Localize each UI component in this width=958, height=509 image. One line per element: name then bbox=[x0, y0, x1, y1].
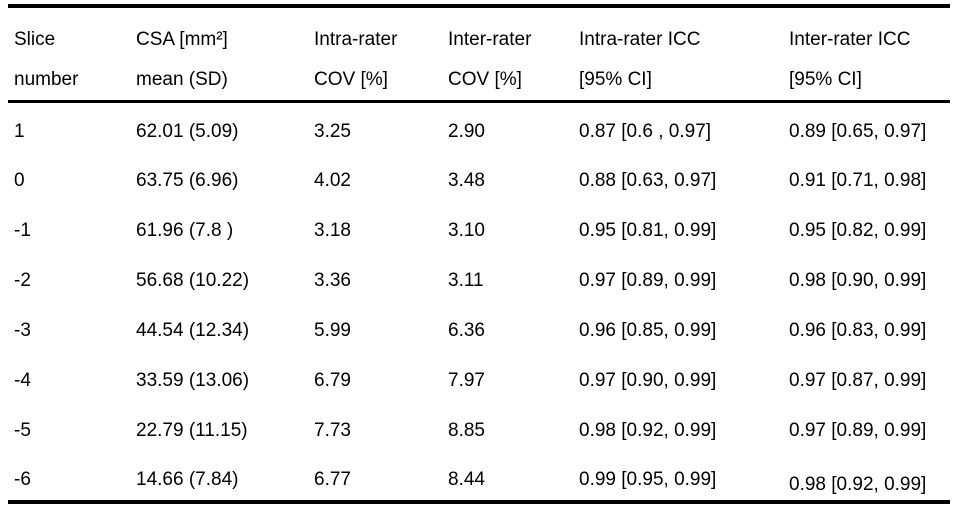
column-header-inter-rater-icc: Inter-rater ICC [95% CI] bbox=[789, 6, 950, 103]
table-cell: 0.87 [0.6 , 0.97] bbox=[579, 120, 712, 142]
table-cell: 0.98 [0.92, 0.99] bbox=[579, 420, 717, 441]
table-cell: 7.97 bbox=[448, 370, 485, 391]
table-cell: 22.79 (11.15) bbox=[136, 420, 248, 441]
table-cell: -3 bbox=[14, 320, 31, 341]
table-cell: 0.97 [0.89, 0.99] bbox=[579, 270, 717, 291]
table-cell: 3.48 bbox=[448, 170, 485, 191]
column-header-csa-mean-sd: CSA [mm²] mean (SD) bbox=[136, 6, 314, 103]
reliability-table: Slice number CSA [mm²] mean (SD) Intra-r… bbox=[8, 4, 950, 504]
header-line: COV [%] bbox=[448, 69, 522, 90]
table-row: -2 56.68 (10.22) 3.36 3.11 0.97 [0.89, 0… bbox=[8, 252, 950, 302]
table-cell: 6.79 bbox=[314, 370, 351, 391]
table-cell: 14.66 (7.84) bbox=[136, 469, 239, 490]
table-cell: 3.10 bbox=[448, 220, 485, 241]
header-line: mean (SD) bbox=[136, 69, 228, 90]
column-header-intra-rater-icc: Intra-rater ICC [95% CI] bbox=[579, 6, 789, 103]
table-cell: 56.68 (10.22) bbox=[136, 270, 250, 291]
table-row: -3 44.54 (12.34) 5.99 6.36 0.96 [0.85, 0… bbox=[8, 302, 950, 352]
table-cell: -4 bbox=[14, 370, 31, 391]
table-cell: 0.96 [0.85, 0.99] bbox=[579, 320, 717, 341]
header-line: CSA [mm²] bbox=[136, 29, 228, 50]
header-line: Intra-rater ICC bbox=[579, 29, 701, 50]
table-cell: 5.99 bbox=[314, 320, 351, 341]
table-cell: 0.88 [0.63, 0.97] bbox=[579, 170, 717, 191]
header-line: [95% CI] bbox=[579, 69, 652, 90]
table-row: 0 63.75 (6.96) 4.02 3.48 0.88 [0.63, 0.9… bbox=[8, 152, 950, 202]
table-cell: 0.98 [0.92, 0.99] bbox=[789, 474, 927, 495]
table-cell: -1 bbox=[14, 220, 31, 241]
header-line: Slice bbox=[14, 29, 56, 50]
table-cell: 0.99 [0.95, 0.99] bbox=[579, 469, 717, 490]
column-header-intra-rater-cov: Intra-rater COV [%] bbox=[314, 6, 448, 103]
table-cell: 3.36 bbox=[314, 270, 351, 291]
table-cell: -6 bbox=[14, 469, 31, 490]
table-row: -6 14.66 (7.84) 6.77 8.44 0.99 [0.95, 0.… bbox=[8, 452, 950, 502]
table-cell: 0.91 [0.71, 0.98] bbox=[789, 170, 927, 191]
table-cell: 1 bbox=[14, 120, 25, 142]
table-cell: 7.73 bbox=[314, 420, 351, 441]
header-row: Slice number CSA [mm²] mean (SD) Intra-r… bbox=[8, 6, 950, 103]
table-cell: 0.95 [0.81, 0.99] bbox=[579, 220, 717, 241]
table-cell: 2.90 bbox=[448, 120, 485, 142]
table-cell: 0.96 [0.83, 0.99] bbox=[789, 320, 927, 341]
header-line: Inter-rater ICC bbox=[789, 29, 911, 50]
table-cell: 3.25 bbox=[314, 120, 351, 142]
table-cell: 8.85 bbox=[448, 420, 485, 441]
table-cell: 8.44 bbox=[448, 469, 485, 490]
table-cell: 63.75 (6.96) bbox=[136, 170, 239, 191]
table-cell: 3.18 bbox=[314, 220, 351, 241]
table-cell: -2 bbox=[14, 270, 31, 291]
header-line: [95% CI] bbox=[789, 69, 862, 90]
table-cell: 62.01 (5.09) bbox=[136, 120, 239, 142]
header-line: COV [%] bbox=[314, 69, 388, 90]
column-header-slice-number: Slice number bbox=[8, 6, 136, 103]
header-line: Inter-rater bbox=[448, 29, 532, 50]
table-row: 1 62.01 (5.09) 3.25 2.90 0.87 [0.6 , 0.9… bbox=[8, 102, 950, 152]
table-cell: 0.97 [0.89, 0.99] bbox=[789, 420, 927, 441]
table-cell: 4.02 bbox=[314, 170, 351, 191]
table-cell: 0.97 [0.90, 0.99] bbox=[579, 370, 717, 391]
table-body: 1 62.01 (5.09) 3.25 2.90 0.87 [0.6 , 0.9… bbox=[8, 102, 950, 502]
table-cell: 6.36 bbox=[448, 320, 485, 341]
table-row: -1 61.96 (7.8 ) 3.18 3.10 0.95 [0.81, 0.… bbox=[8, 202, 950, 252]
header-line: Intra-rater bbox=[314, 29, 398, 50]
table-cell: 61.96 (7.8 ) bbox=[136, 220, 234, 241]
table-header: Slice number CSA [mm²] mean (SD) Intra-r… bbox=[8, 6, 950, 103]
table-row: -4 33.59 (13.06) 6.79 7.97 0.97 [0.90, 0… bbox=[8, 352, 950, 402]
column-header-inter-rater-cov: Inter-rater COV [%] bbox=[448, 6, 579, 103]
table-cell: 3.11 bbox=[448, 270, 484, 291]
header-line: number bbox=[14, 69, 79, 90]
table-cell: 0.97 [0.87, 0.99] bbox=[789, 370, 927, 391]
table-cell: 0.95 [0.82, 0.99] bbox=[789, 220, 927, 241]
table-cell: 33.59 (13.06) bbox=[136, 370, 250, 391]
table-cell: 0 bbox=[14, 170, 25, 191]
table-cell: 6.77 bbox=[314, 469, 351, 490]
table-cell: 0.89 [0.65, 0.97] bbox=[789, 120, 927, 142]
table-row: -5 22.79 (11.15) 7.73 8.85 0.98 [0.92, 0… bbox=[8, 402, 950, 452]
table-cell: 0.98 [0.90, 0.99] bbox=[789, 270, 927, 291]
table-cell: -5 bbox=[14, 420, 31, 441]
table-cell: 44.54 (12.34) bbox=[136, 320, 250, 341]
